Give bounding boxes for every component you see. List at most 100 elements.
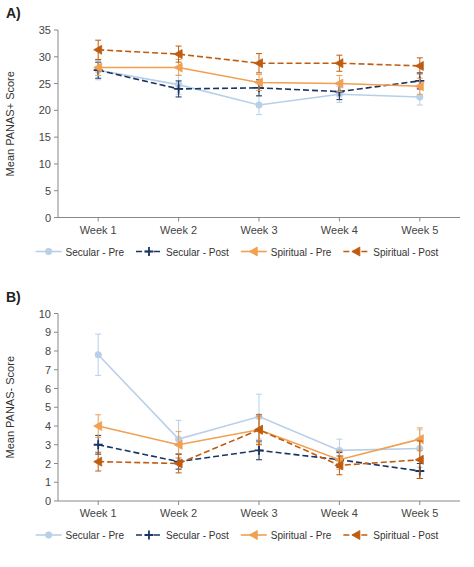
x-tick-label: Week 2: [160, 507, 197, 519]
x-tick-label: Week 5: [401, 507, 438, 519]
y-tick-label: 10: [39, 158, 51, 170]
y-tick: [54, 463, 58, 464]
legend-label: Secular - Pre: [66, 247, 125, 258]
x-tick: [339, 218, 340, 222]
x-tick: [339, 501, 340, 505]
y-tick: [54, 407, 58, 408]
x-tick-label: Week 3: [240, 224, 277, 236]
x-tick: [259, 218, 260, 222]
data-point: [94, 422, 102, 431]
legend-item: Spiritual - Pre: [241, 530, 332, 541]
plot-area: [94, 40, 425, 114]
panel: B)Mean PANAS- Score012345678910Week 1Wee…: [4, 289, 460, 542]
legend-item: Secular - Pre: [36, 247, 125, 258]
data-point: [415, 61, 423, 70]
legend-item: Spiritual - Post: [343, 530, 438, 541]
plot-area: [94, 334, 425, 478]
panel-title: B): [6, 289, 21, 305]
data-point: [335, 461, 343, 470]
y-tick-label: 10: [39, 308, 51, 320]
x-tick: [419, 501, 420, 505]
legend-marker: [249, 531, 257, 540]
data-point: [94, 457, 102, 466]
legend-label: Secular - Post: [166, 247, 229, 258]
y-tick: [54, 313, 58, 314]
data-point: [415, 82, 423, 91]
legend-label: Spiritual - Pre: [271, 530, 332, 541]
data-point: [256, 102, 262, 108]
y-tick-label: 5: [45, 401, 51, 413]
legend-label: Spiritual - Post: [373, 530, 438, 541]
y-tick-label: 35: [39, 24, 51, 36]
x-tick-label: Week 1: [80, 224, 117, 236]
legend-item: Secular - Post: [136, 530, 229, 541]
y-tick: [54, 163, 58, 164]
data-point: [174, 63, 182, 72]
data-point: [174, 84, 183, 93]
y-tick-label: 0: [45, 212, 51, 224]
data-point: [95, 352, 101, 358]
legend-marker: [45, 532, 51, 538]
legend-item: Secular - Pre: [36, 530, 125, 541]
y-tick: [54, 369, 58, 370]
x-tick: [419, 218, 420, 222]
y-tick-label: 8: [45, 345, 51, 357]
error-bar: [95, 334, 101, 375]
legend-marker: [352, 247, 360, 256]
y-tick-label: 7: [45, 364, 51, 376]
series: [94, 415, 424, 469]
legend: Secular - Pre Secular - Post Spiritual - P…: [36, 247, 439, 258]
data-point: [335, 59, 343, 68]
x-tick-label: Week 2: [160, 224, 197, 236]
y-tick: [54, 30, 58, 31]
data-point: [174, 50, 182, 59]
y-tick: [54, 482, 58, 483]
y-axis-label: Mean PANAS+ Score: [4, 71, 16, 176]
legend-label: Secular - Post: [166, 530, 229, 541]
y-tick-label: 5: [45, 185, 51, 197]
chart-figure: A)Mean PANAS+ Score05101520253035Week 1W…: [0, 0, 474, 567]
y-tick: [54, 56, 58, 57]
legend-marker: [352, 531, 360, 540]
legend-marker: [249, 247, 257, 256]
x-tick-label: Week 4: [321, 224, 358, 236]
legend: Secular - Pre Secular - Post Spiritual - P…: [36, 530, 439, 541]
y-tick-label: 30: [39, 51, 51, 63]
x-tick: [259, 501, 260, 505]
legend-label: Spiritual - Post: [373, 247, 438, 258]
x-tick-label: Week 4: [321, 507, 358, 519]
x-tick: [98, 501, 99, 505]
legend-label: Spiritual - Pre: [271, 247, 332, 258]
data-point: [94, 440, 103, 449]
data-point: [255, 78, 263, 87]
legend-item: Spiritual - Post: [343, 247, 438, 258]
legend-marker: [144, 247, 153, 256]
y-tick-label: 3: [45, 439, 51, 451]
y-tick: [54, 110, 58, 111]
series: [95, 334, 423, 467]
panel-title: A): [6, 5, 21, 21]
y-tick: [54, 137, 58, 138]
y-tick: [54, 501, 58, 502]
series: [94, 40, 424, 74]
y-tick: [54, 190, 58, 191]
y-tick-label: 6: [45, 383, 51, 395]
y-tick-label: 2: [45, 458, 51, 470]
y-tick: [54, 388, 58, 389]
series-line: [98, 355, 420, 451]
legend-marker: [144, 531, 153, 540]
y-axis-label: Mean PANAS- Score: [4, 356, 16, 459]
y-tick-label: 25: [39, 78, 51, 90]
y-tick: [54, 217, 58, 218]
error-bar: [256, 95, 262, 114]
y-tick: [54, 426, 58, 427]
x-tick: [178, 501, 179, 505]
data-point: [255, 59, 263, 68]
series: [94, 415, 424, 479]
x-tick-label: Week 1: [80, 507, 117, 519]
legend-label: Secular - Pre: [66, 530, 125, 541]
legend-item: Secular - Post: [136, 247, 229, 258]
y-tick-label: 1: [45, 476, 51, 488]
data-point: [415, 455, 423, 464]
data-point: [255, 446, 264, 455]
